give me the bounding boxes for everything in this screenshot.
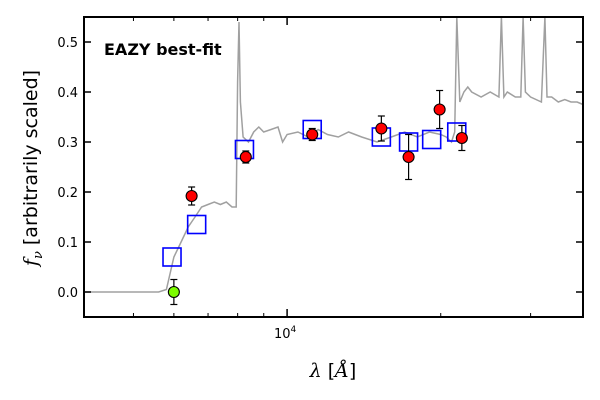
template-spectrum-line (84, 17, 583, 293)
plot-frame (83, 16, 584, 318)
y-tick-label: 0.3 (57, 136, 78, 151)
y-tick-label: 0.4 (57, 86, 78, 101)
template-spectrum-layer (84, 17, 583, 293)
y-axis-label: fν [arbitrarily scaled] (20, 70, 46, 268)
x-axis-label-symbol: λ (309, 360, 322, 382)
y-tick-label: 0.5 (57, 36, 78, 51)
observed-flux-point (239, 150, 252, 164)
observed-flux-point (185, 189, 198, 203)
axis-ticks-layer: 0.0 0.1 0.2 0.3 0.4 0.5 104 (57, 17, 583, 342)
model-flux-square (421, 129, 442, 150)
x-axis-label-unit: Å (333, 360, 349, 382)
observed-flux-point (433, 103, 446, 116)
observed-flux-layer (167, 89, 468, 306)
observed-flux-point (306, 128, 319, 141)
observed-flux-point (455, 131, 468, 145)
x-axis-label: λ [Å] (309, 360, 357, 382)
y-tick-label: 0.2 (57, 186, 78, 201)
observed-flux-point (375, 122, 388, 135)
y-axis-label-subscript: ν (31, 251, 46, 259)
observed-flux-point (402, 150, 415, 164)
annotation-label: EAZY best-fit (104, 40, 222, 59)
y-tick-label: 0.1 (57, 236, 78, 251)
model-flux-layer (162, 119, 467, 267)
nondetection-point (167, 285, 180, 299)
model-flux-square (162, 247, 182, 267)
x-tick-label: 104 (274, 325, 297, 342)
y-axis-label-symbol: f (20, 256, 42, 268)
model-flux-square (186, 214, 207, 235)
y-axis-label-text: [arbitrarily scaled] (20, 70, 42, 251)
y-tick-label: 0.0 (57, 286, 78, 301)
